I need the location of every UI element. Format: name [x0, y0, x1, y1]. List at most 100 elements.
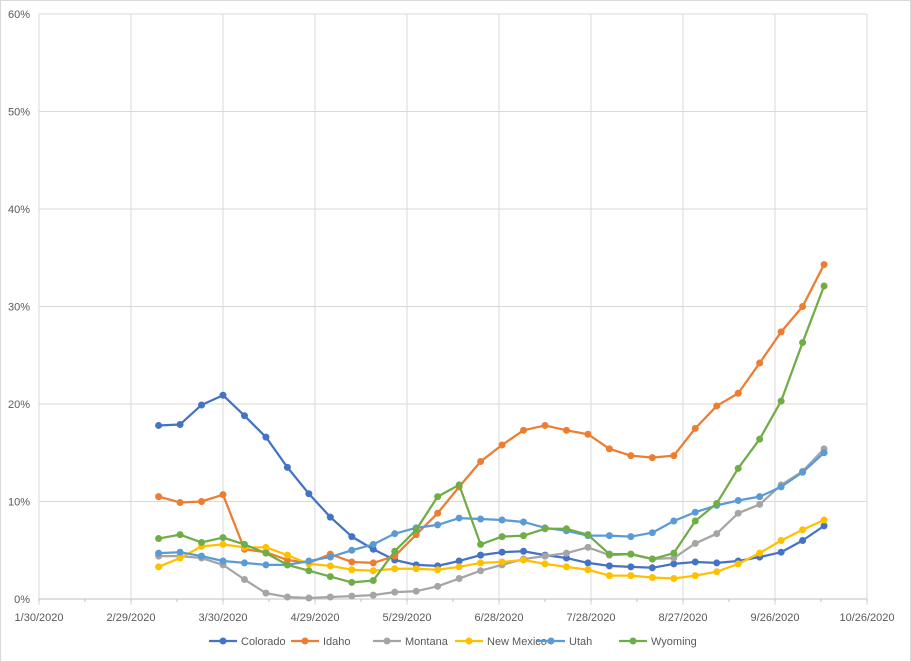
- data-point-new-mexico: [391, 565, 399, 573]
- data-point-wyoming: [713, 499, 721, 507]
- data-point-new-mexico: [799, 526, 807, 534]
- y-tick-label: 60%: [8, 9, 30, 21]
- data-point-utah: [391, 530, 399, 538]
- series-line-wyoming: [158, 285, 826, 584]
- data-point-montana: [283, 593, 291, 601]
- data-point-wyoming: [198, 538, 206, 546]
- data-point-wyoming: [176, 531, 184, 539]
- data-point-utah: [799, 468, 807, 476]
- x-tick-label: 6/28/2020: [475, 612, 524, 624]
- legend-item-utah: Utah: [537, 636, 592, 648]
- legend: Colorado Idaho Montana New Mexico Utah Wyomin…: [209, 636, 697, 648]
- data-point-utah: [670, 517, 678, 525]
- x-tick-label: 2/29/2020: [107, 612, 156, 624]
- data-point-utah: [520, 518, 528, 526]
- data-point-colorado: [498, 548, 506, 556]
- data-point-montana: [477, 567, 485, 575]
- data-point-utah: [605, 532, 613, 540]
- data-point-new-mexico: [541, 560, 549, 568]
- y-tick-label: 10%: [8, 497, 30, 509]
- series-line-montana: [158, 448, 825, 600]
- data-point-colorado: [176, 420, 184, 428]
- data-point-montana: [713, 530, 721, 538]
- data-point-new-mexico: [713, 568, 721, 576]
- data-point-utah: [219, 557, 227, 565]
- data-point-colorado: [262, 433, 270, 441]
- data-point-new-mexico: [348, 566, 356, 574]
- legend-label: New Mexico: [487, 636, 547, 648]
- x-tick-label: 10/26/2020: [839, 612, 894, 624]
- legend-marker-icon: [219, 637, 227, 645]
- data-point-idaho: [520, 426, 528, 434]
- data-point-idaho: [198, 498, 206, 505]
- y-tick-label: 20%: [8, 399, 30, 411]
- data-point-wyoming: [648, 555, 656, 563]
- data-point-idaho: [348, 558, 356, 566]
- data-point-colorado: [627, 563, 635, 571]
- data-point-wyoming: [283, 561, 291, 569]
- data-point-utah: [348, 546, 356, 554]
- x-tick-label: 3/30/2020: [199, 612, 248, 624]
- legend-marker-icon: [629, 637, 637, 645]
- series-lines: [155, 261, 828, 602]
- data-point-utah: [648, 529, 656, 537]
- data-point-colorado: [198, 401, 206, 409]
- data-point-montana: [756, 500, 764, 508]
- data-point-idaho: [691, 424, 699, 432]
- data-point-utah: [262, 561, 270, 569]
- data-point-new-mexico: [734, 560, 742, 568]
- series-wyoming: [155, 282, 828, 586]
- data-point-new-mexico: [155, 563, 163, 571]
- data-point-idaho: [605, 445, 613, 453]
- data-point-utah: [434, 521, 442, 529]
- data-point-wyoming: [799, 339, 807, 347]
- data-point-new-mexico: [756, 549, 764, 557]
- legend-marker-icon: [465, 637, 473, 645]
- legend-item-colorado: Colorado: [209, 636, 286, 648]
- data-point-new-mexico: [176, 554, 184, 562]
- data-point-new-mexico: [477, 559, 485, 567]
- data-point-wyoming: [348, 578, 356, 586]
- data-point-utah: [734, 497, 742, 505]
- data-point-idaho: [777, 328, 785, 336]
- data-point-idaho: [176, 498, 184, 506]
- legend-label: Utah: [569, 636, 592, 648]
- data-point-new-mexico: [283, 551, 291, 559]
- data-point-new-mexico: [670, 575, 678, 583]
- legend-label: Wyoming: [651, 636, 697, 648]
- data-point-new-mexico: [691, 572, 699, 580]
- data-point-montana: [455, 575, 463, 583]
- data-point-idaho: [734, 389, 742, 397]
- data-point-wyoming: [734, 464, 742, 472]
- data-point-montana: [369, 591, 377, 599]
- data-point-montana: [562, 549, 570, 557]
- data-point-montana: [434, 582, 442, 590]
- series-new-mexico: [155, 516, 828, 583]
- x-tick-label: 7/28/2020: [567, 612, 616, 624]
- data-point-new-mexico: [605, 572, 613, 580]
- series-line-new-mexico: [158, 519, 825, 580]
- data-point-utah: [198, 552, 206, 560]
- data-point-wyoming: [455, 481, 463, 489]
- data-point-montana: [348, 592, 356, 600]
- data-point-wyoming: [155, 535, 163, 543]
- data-point-wyoming: [477, 540, 485, 548]
- data-point-colorado: [219, 391, 227, 399]
- data-point-colorado: [648, 564, 656, 572]
- x-tick-label: 5/29/2020: [383, 612, 432, 624]
- legend-item-montana: Montana: [373, 636, 449, 648]
- x-tick-label: 4/29/2020: [291, 612, 340, 624]
- data-point-colorado: [240, 412, 248, 420]
- data-point-utah: [477, 515, 485, 523]
- data-point-new-mexico: [520, 556, 528, 564]
- data-point-wyoming: [369, 576, 377, 584]
- data-point-colorado: [369, 545, 377, 553]
- data-point-wyoming: [541, 525, 549, 533]
- data-point-idaho: [562, 426, 570, 434]
- data-point-utah: [820, 449, 828, 457]
- data-point-utah: [756, 493, 764, 501]
- data-point-wyoming: [562, 525, 570, 533]
- data-point-wyoming: [584, 531, 592, 539]
- data-point-colorado: [326, 513, 334, 521]
- legend-item-wyoming: Wyoming: [619, 636, 697, 648]
